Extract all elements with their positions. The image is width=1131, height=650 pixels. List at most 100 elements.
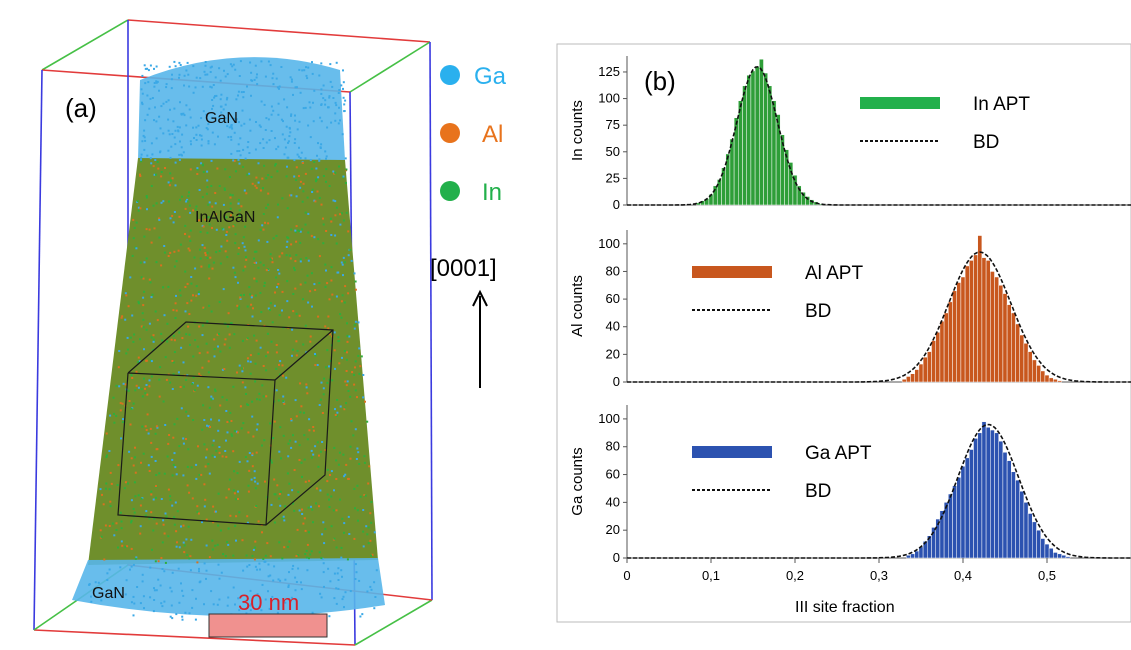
atom-dot — [173, 265, 176, 268]
atom-dot — [258, 398, 261, 401]
atom-dot — [270, 130, 273, 132]
atom-dot — [311, 611, 314, 614]
atom-dot — [266, 542, 269, 545]
atom-dot — [128, 400, 131, 402]
atom-dot — [132, 402, 135, 405]
atom-dot — [299, 157, 302, 159]
atom-dot — [288, 540, 291, 543]
atom-dot — [281, 133, 284, 136]
atom-dot — [318, 74, 321, 77]
atom-dot — [272, 437, 275, 440]
atom-dot — [308, 101, 311, 104]
atom-dot — [255, 176, 258, 179]
histogram-bar — [985, 260, 991, 383]
atom-dot — [304, 172, 307, 175]
atom-dot — [190, 466, 193, 469]
atom-dot — [285, 125, 288, 128]
atom-dot — [214, 192, 217, 194]
atom-dot — [236, 304, 239, 307]
atom-dot — [173, 60, 176, 63]
atom-dot — [240, 124, 243, 127]
atom-dot — [328, 365, 330, 368]
atom-dot — [160, 557, 163, 559]
atom-dot — [337, 579, 340, 581]
atom-dot — [299, 91, 302, 94]
atom-dot — [201, 521, 203, 524]
atom-dot — [334, 200, 337, 203]
atom-dot — [192, 91, 195, 94]
atom-dot — [341, 263, 344, 266]
atom-dot — [276, 170, 279, 173]
atom-dot — [318, 551, 321, 554]
atom-dot — [322, 97, 325, 100]
atom-dot — [238, 305, 241, 308]
atom-dot — [257, 266, 260, 269]
atom-dot — [320, 88, 323, 91]
atom-dot — [134, 456, 136, 459]
atom-dot — [331, 85, 334, 88]
atom-dot — [269, 422, 272, 425]
atom-dot — [325, 157, 327, 160]
atom-dot — [269, 253, 272, 256]
atom-dot — [238, 150, 241, 152]
atom-dot — [118, 385, 121, 388]
atom-dot — [249, 293, 252, 296]
atom-dot — [256, 398, 259, 401]
atom-dot — [222, 203, 225, 206]
atom-dot — [296, 153, 299, 156]
atom-dot — [219, 262, 222, 265]
atom-dot — [317, 465, 320, 468]
atom-dot — [296, 528, 299, 531]
atom-dot — [196, 167, 199, 170]
atom-dot — [145, 510, 148, 513]
atom-dot — [167, 255, 170, 257]
atom-dot — [272, 72, 275, 75]
atom-dot — [208, 264, 211, 267]
atom-dot — [160, 602, 163, 605]
atom-dot — [149, 97, 152, 100]
atom-dot — [325, 180, 327, 183]
atom-dot — [312, 429, 315, 432]
atom-dot — [269, 258, 272, 261]
atom-dot — [314, 353, 316, 355]
histogram-bar — [1053, 552, 1058, 559]
atom-dot — [307, 231, 310, 234]
atom-dot — [263, 560, 266, 563]
atom-dot — [281, 517, 284, 520]
y-tick-label: 80 — [606, 263, 620, 278]
atom-dot — [353, 272, 356, 275]
atom-dot — [259, 189, 262, 192]
atom-dot — [132, 464, 135, 467]
atom-dot — [290, 419, 293, 422]
x-tick-label: 0 — [623, 568, 630, 583]
atom-dot — [105, 456, 108, 458]
atom-dot — [318, 505, 320, 508]
atom-dot — [301, 69, 304, 72]
atom-dot — [225, 398, 228, 401]
atom-dot — [264, 554, 267, 557]
atom-dot — [337, 336, 340, 339]
atom-dot — [298, 230, 301, 233]
atom-dot — [190, 276, 193, 278]
atom-dot — [319, 116, 322, 119]
atom-dot — [325, 230, 328, 232]
atom-dot — [330, 470, 333, 473]
atom-dot — [353, 327, 356, 330]
atom-dot — [195, 126, 198, 129]
histogram-bar — [998, 440, 1004, 559]
atom-dot — [124, 292, 127, 295]
atom-dot — [312, 101, 314, 104]
atom-dot — [182, 385, 185, 388]
atom-dot — [228, 176, 231, 178]
atom-dot — [236, 431, 239, 434]
atom-dot — [320, 62, 323, 65]
atom-dot — [274, 163, 277, 165]
atom-dot — [182, 594, 185, 597]
atom-dot — [333, 446, 336, 449]
atom-dot — [261, 384, 264, 387]
panel-a-label: (a) — [65, 93, 97, 123]
atom-dot — [273, 565, 276, 568]
atom-dot — [218, 419, 221, 422]
atom-dot — [172, 309, 175, 312]
atom-dot — [133, 226, 136, 229]
